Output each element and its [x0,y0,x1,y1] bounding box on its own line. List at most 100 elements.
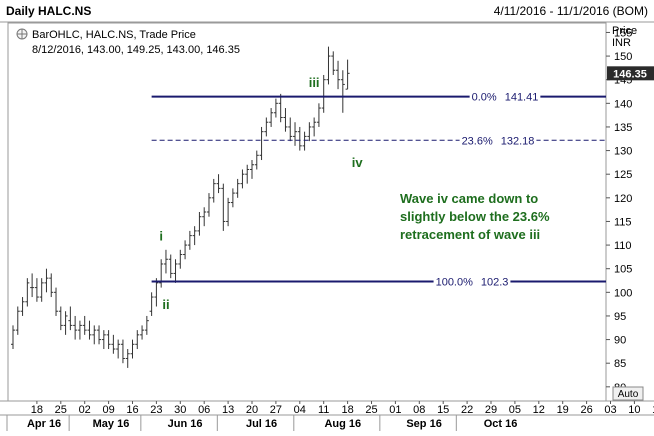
wave-label: iv [352,155,364,170]
ohlc-bar [192,226,197,246]
ohlc-bar [178,249,183,269]
x-tick-label: 05 [509,404,521,416]
x-tick-label: 12 [533,404,545,416]
x-tick-label: 09 [102,404,114,416]
x-tick-label: 08 [413,404,425,416]
ohlc-bar [25,278,30,307]
y-tick-label: 100 [614,287,632,299]
ohlc-bar [326,46,331,85]
ohlc-bar [221,183,226,231]
y-tick-label: 125 [614,169,632,181]
x-tick-label: 29 [485,404,497,416]
x-tick-label: 22 [461,404,473,416]
x-tick-label: 11 [318,404,329,416]
ohlc-bar [140,325,145,340]
ohlc-bar [111,334,116,354]
ohlc-bar [216,174,221,194]
x-tick-label: 15 [437,404,449,416]
ohlc-bar [259,126,264,161]
ohlc-bar [340,70,345,113]
ohlc-bar [336,60,341,90]
ohlc-bar [230,188,235,208]
x-tick-label: 13 [222,404,234,416]
ohlc-bar [54,287,59,316]
x-tick-label: 30 [174,404,186,416]
gear-icon[interactable] [16,28,28,40]
month-label: Oct 16 [484,418,518,430]
x-tick-label: 18 [341,404,353,416]
ohlc-bar [11,325,15,350]
ohlc-bar [130,339,135,359]
x-tick-label: 18 [31,404,43,416]
month-label: Apr 16 [27,418,61,430]
ohlc-bar [149,292,154,316]
plot-area[interactable] [7,22,607,402]
last-price-value: 146.35 [613,68,647,80]
fib-label: 0.0% 141.41 [472,92,539,104]
ohlc-bar [97,325,102,345]
ohlc-bar [183,240,188,260]
axis-label-price: Price [612,25,637,37]
x-tick-label: 27 [270,404,282,416]
ohlc-bar [331,51,336,75]
y-tick-label: 150 [614,51,632,63]
y-tick-label: 90 [614,335,626,347]
ohlc-bar [273,98,278,118]
ohlc-bar [159,259,164,288]
ohlc-bar [87,320,92,340]
month-label: Aug 16 [324,418,361,430]
ohlc-bar [58,306,63,331]
ohlc-bar [116,339,121,359]
ohlc-bar [235,178,240,198]
ohlc-bar [293,122,298,146]
axis-label-currency: INR [612,37,631,49]
ohlc-bar [144,315,149,335]
ohlc-bar [73,315,78,340]
x-tick-label: 06 [198,404,210,416]
x-tick-label: 23 [150,404,162,416]
x-tick-label: 26 [580,404,592,416]
ohlc-bar [34,278,39,302]
y-tick-label: 110 [614,240,632,252]
legend-series: BarOHLC, HALC.NS, Trade Price [32,29,196,41]
x-tick-label: 04 [294,404,306,416]
ohlc-bars [11,46,350,368]
y-tick-label: 130 [614,146,632,158]
ohlc-bar [254,150,259,170]
legend: BarOHLC, HALC.NS, Trade Price 8/12/2016,… [16,28,240,56]
ohlc-bar [197,212,202,236]
ohlc-bar [264,117,269,137]
ohlc-bar [250,160,254,179]
ohlc-bar [120,339,125,364]
ohlc-bar [312,117,317,137]
ohlc-bar [44,268,49,293]
x-tick-label: 20 [246,404,258,416]
x-axis: 18 25 02 09 16 23 30 06 13 20 27 04 11 18 25 01 08 15 22 29… [31,401,654,416]
wave-label: ii [162,297,169,312]
wave-label: i [159,228,163,243]
ohlc-bar [283,108,288,132]
ohlc-bar [187,230,192,250]
auto-scale-button[interactable]: Auto [612,386,644,401]
y-tick-label: 140 [614,98,632,110]
ohlc-bar [63,311,68,335]
ohlc-bar [202,207,207,227]
y-tick-label: 135 [614,122,632,134]
ohlc-bar [297,126,302,151]
ohlc-bar [106,330,111,350]
ohlc-bar [20,297,25,316]
ohlc-bar [15,306,20,335]
ohlc-bar [321,74,326,113]
month-label: Sep 16 [406,418,441,430]
y-tick-label: 155 [614,27,632,39]
ohlc-bar [154,278,159,307]
ohlc-bar [302,131,307,151]
ohlc-bar [240,169,245,189]
ohlc-bar [68,306,73,331]
x-tick-label: 03 [604,404,616,416]
x-tick-label: 25 [55,404,67,416]
ohlc-bar [211,178,216,203]
month-label: Jun 16 [168,418,203,430]
